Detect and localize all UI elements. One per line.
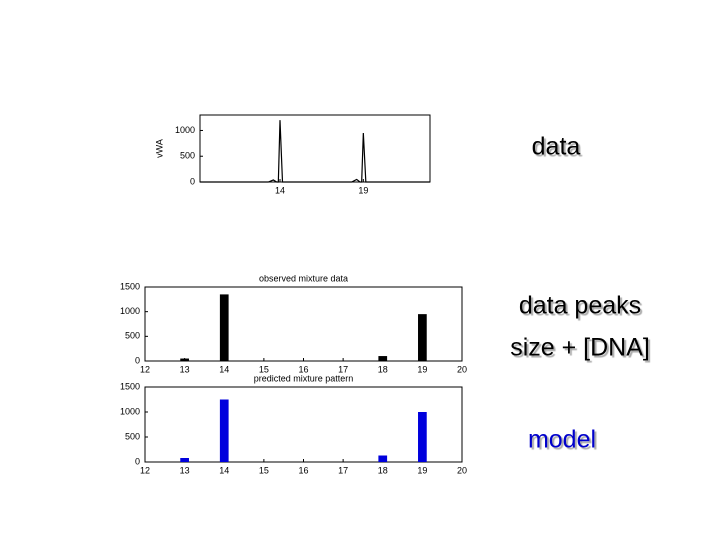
- bar: [378, 455, 388, 462]
- x-tick-label: 13: [180, 364, 190, 374]
- chart-title: observed mixture data: [259, 273, 348, 283]
- plot-frame: [199, 114, 431, 183]
- bar: [378, 356, 388, 361]
- x-tick-label: 17: [338, 465, 348, 475]
- bar: [219, 294, 229, 361]
- label: size + [DNA]: [510, 334, 650, 362]
- x-tick-label: 15: [259, 364, 269, 374]
- y-tick-label: 1000: [120, 406, 140, 416]
- y-tick-label: 0: [135, 456, 140, 466]
- y-tick-label: 0: [190, 176, 195, 186]
- bar: [219, 399, 229, 462]
- chart-title: predicted mixture pattern: [254, 373, 354, 383]
- y-tick-label: 1500: [120, 381, 140, 391]
- x-tick-label: 16: [298, 465, 308, 475]
- x-tick-label: 19: [417, 364, 427, 374]
- y-tick-label: 500: [125, 431, 140, 441]
- y-tick-label: 1500: [120, 281, 140, 291]
- bar: [180, 358, 189, 361]
- x-tick-label: 15: [259, 465, 269, 475]
- y-axis-label: vWA: [154, 139, 164, 158]
- x-tick-label: 20: [457, 364, 467, 374]
- x-tick-label: 14: [275, 185, 285, 195]
- bar: [180, 458, 189, 462]
- y-tick-label: 500: [180, 151, 195, 161]
- label: data peaks: [519, 292, 641, 320]
- x-tick-label: 20: [457, 465, 467, 475]
- x-tick-label: 12: [140, 465, 150, 475]
- trace: [200, 120, 430, 183]
- y-tick-label: 1000: [120, 306, 140, 316]
- bar: [418, 314, 427, 361]
- y-tick-label: 500: [125, 331, 140, 341]
- y-tick-label: 1000: [175, 125, 195, 135]
- x-tick-label: 19: [417, 465, 427, 475]
- label: model: [528, 426, 596, 454]
- label: data: [532, 133, 581, 161]
- x-tick-label: 14: [219, 364, 229, 374]
- x-tick-label: 18: [378, 465, 388, 475]
- plot-frame: [144, 286, 463, 362]
- x-tick-label: 14: [219, 465, 229, 475]
- x-tick-label: 19: [358, 185, 368, 195]
- x-tick-label: 12: [140, 364, 150, 374]
- y-tick-label: 0: [135, 355, 140, 365]
- x-tick-label: 17: [338, 364, 348, 374]
- x-tick-label: 18: [378, 364, 388, 374]
- x-tick-label: 13: [180, 465, 190, 475]
- bar: [418, 412, 427, 462]
- plot-frame: [144, 386, 463, 463]
- x-tick-label: 16: [298, 364, 308, 374]
